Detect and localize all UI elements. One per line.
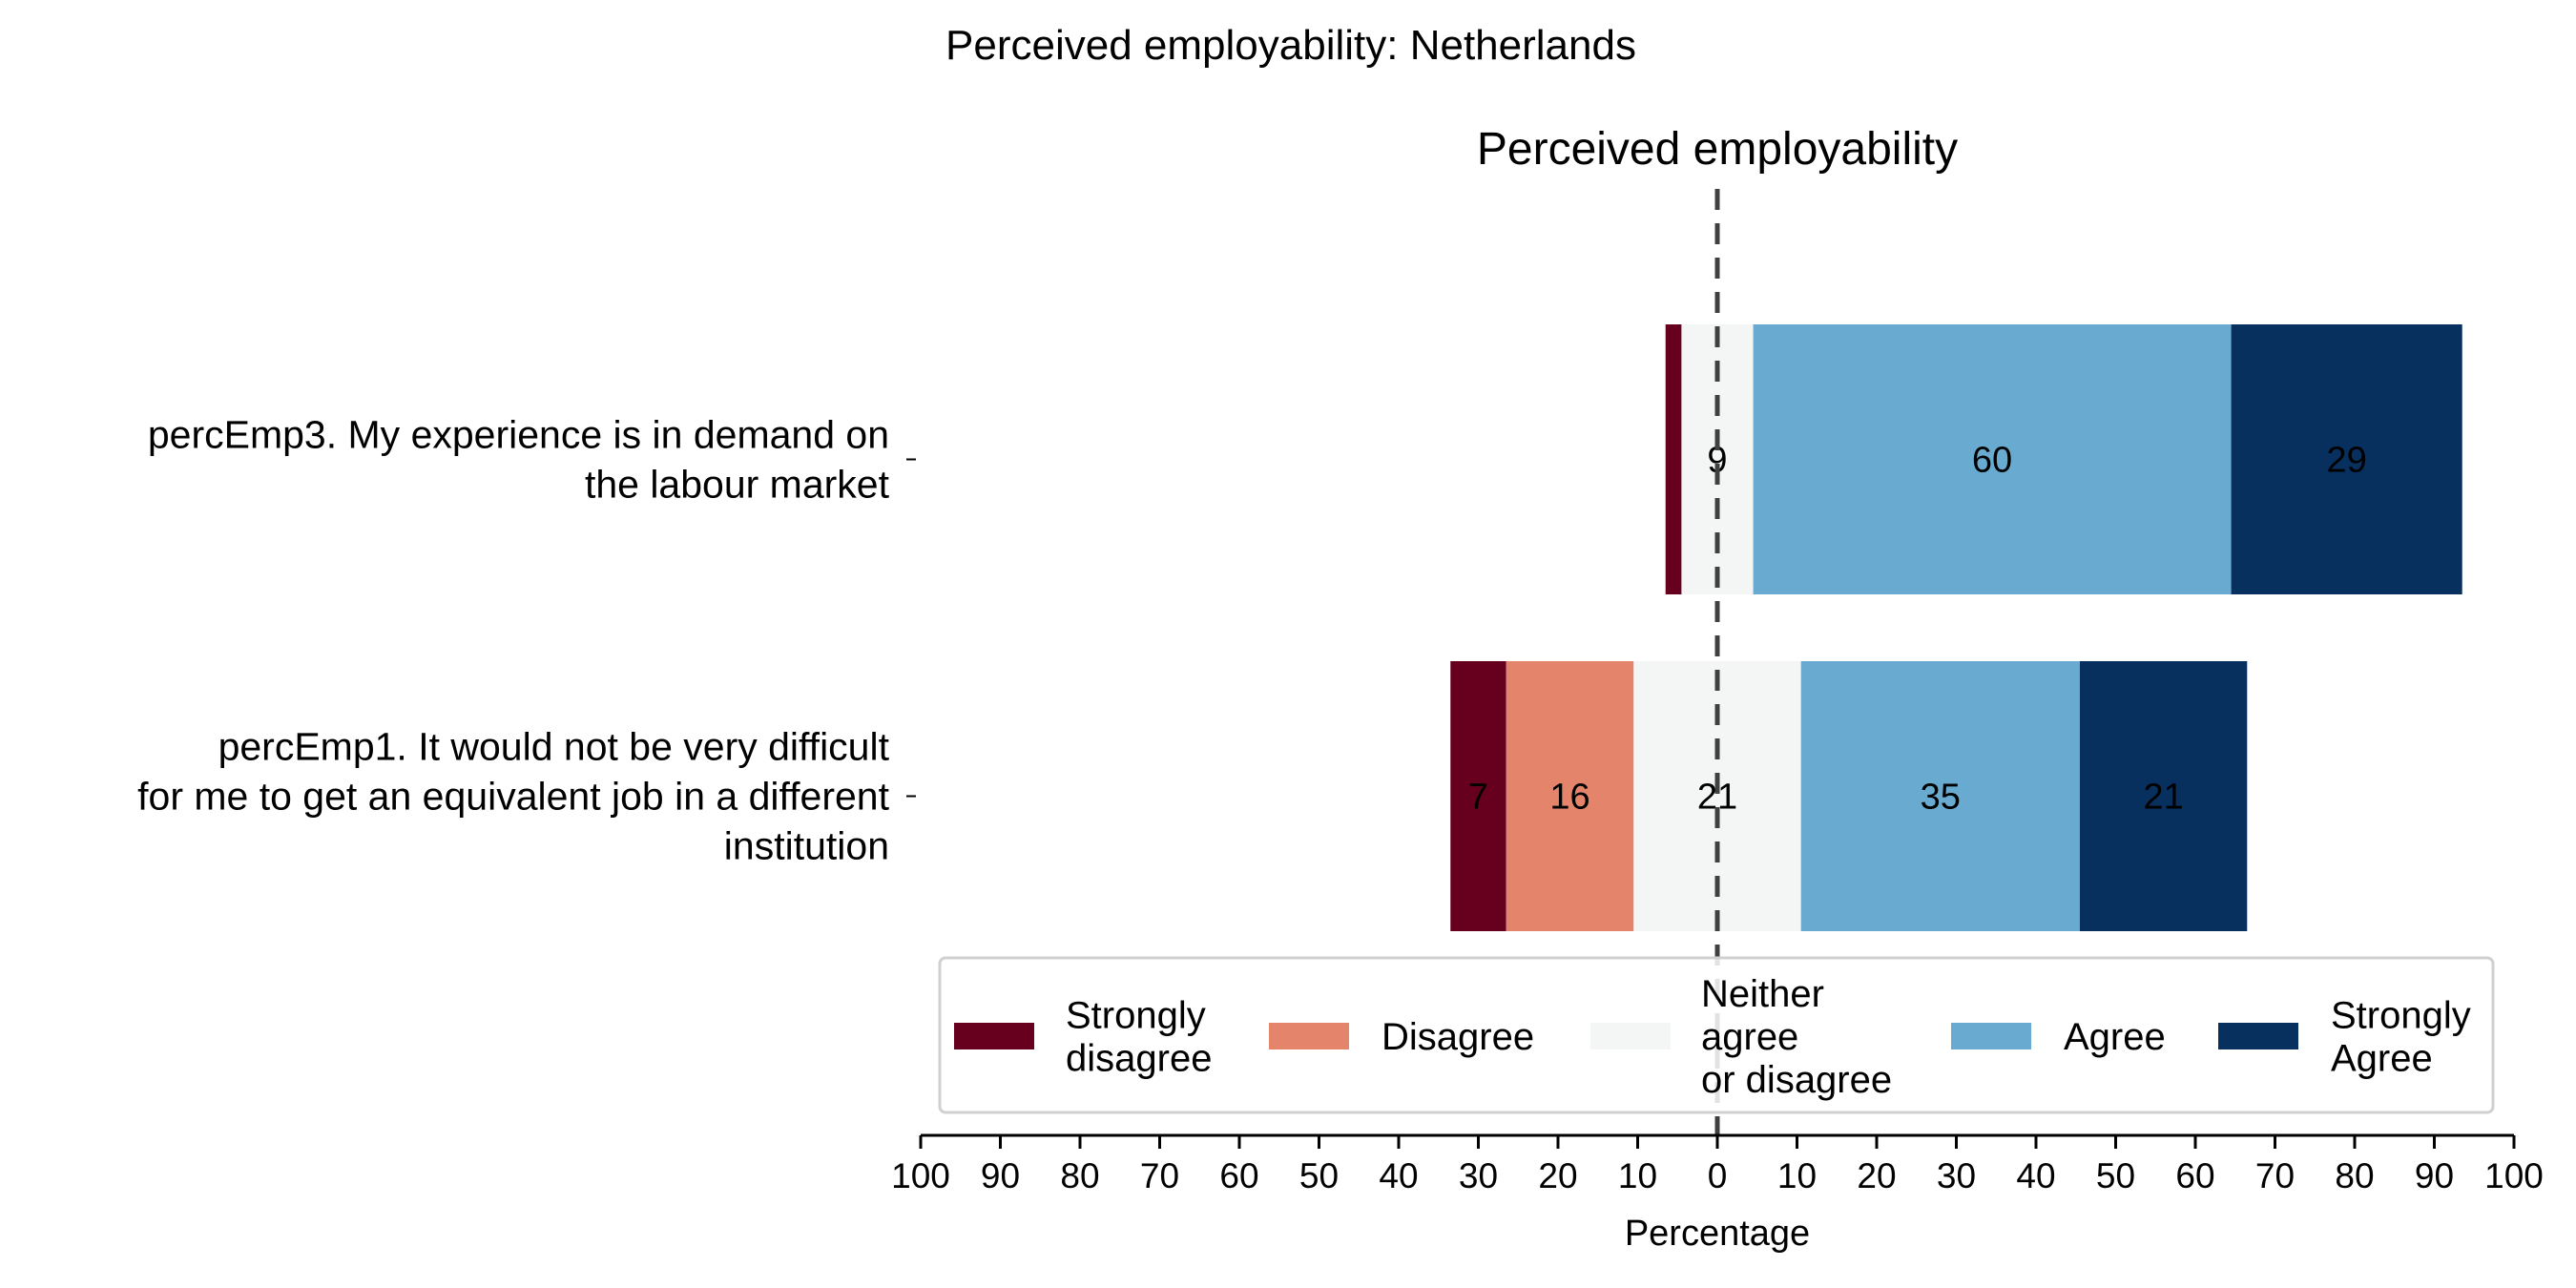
- bar-agree-1: [1753, 324, 2232, 594]
- x-tick-label: 50: [1299, 1156, 1339, 1195]
- bar-value-label: 7: [1468, 778, 1488, 818]
- legend-label: Neither: [1701, 973, 1824, 1015]
- x-tick-label: 70: [1140, 1156, 1179, 1195]
- x-tick-label: 70: [2255, 1156, 2295, 1195]
- x-tick-label: 80: [2335, 1156, 2374, 1195]
- x-tick-label: 20: [1857, 1156, 1896, 1195]
- bar-strongly-agree-2: [2079, 661, 2248, 931]
- x-tick-label: 40: [2016, 1156, 2055, 1195]
- bar-strongly-disagree-1: [1665, 324, 1682, 594]
- legend-swatch-strongly-agree: [2218, 1023, 2298, 1049]
- x-tick-label: 20: [1538, 1156, 1577, 1195]
- category-label-line: percEmp1. It would not be very difficult: [218, 725, 890, 769]
- legend-label: Agree: [2064, 1016, 2166, 1058]
- category-label-line: for me to get an equivalent job in a dif…: [137, 775, 889, 819]
- x-axis: 100 90 80 70 60 50 40 30 20 10 0 10 20 30 40 50 60 70 80 90…: [891, 1133, 2544, 1195]
- x-tick-label: 60: [2175, 1156, 2214, 1195]
- bar-value-label: 35: [1921, 778, 1961, 818]
- x-tick-label: 10: [1777, 1156, 1817, 1195]
- x-tick-label: 90: [2415, 1156, 2454, 1195]
- bar-strongly-agree-1: [2231, 324, 2462, 594]
- bar-value-label: 9: [1707, 441, 1727, 481]
- x-tick-label: 90: [981, 1156, 1020, 1195]
- x-tick-label: 0: [1708, 1156, 1728, 1195]
- category-labels: percEmp3. My experience is in demand on t…: [137, 413, 916, 868]
- x-tick-label: 80: [1060, 1156, 1099, 1195]
- bars-group: 9 60 297 16 21 35 21: [1450, 324, 2462, 931]
- legend-swatch-neither-agree-or-disagree: [1590, 1023, 1671, 1049]
- bar-value-label: 60: [1972, 441, 2012, 481]
- x-tick-label: 100: [2484, 1156, 2544, 1195]
- bar-strongly-disagree-2: [1450, 661, 1506, 931]
- legend-swatch-agree: [1951, 1023, 2031, 1049]
- bar-value-label: 21: [2143, 778, 2183, 818]
- legend-label: or disagree: [1701, 1059, 1892, 1101]
- x-tick-label: 30: [1937, 1156, 1976, 1195]
- bar-disagree-2: [1506, 661, 1634, 931]
- legend-label: Agree: [2331, 1038, 2433, 1080]
- x-tick-label: 100: [891, 1156, 950, 1195]
- bar-value-label: 16: [1549, 778, 1589, 818]
- bar-agree-2: [1800, 661, 2080, 931]
- legend-frame: [938, 956, 2495, 1114]
- legend-label: agree: [1701, 1016, 1798, 1058]
- category-label-line: percEmp3. My experience is in demand on: [148, 413, 889, 457]
- category-label-line: the labour market: [585, 463, 890, 507]
- legend-swatch-disagree: [1269, 1023, 1349, 1049]
- x-tick-label: 60: [1219, 1156, 1258, 1195]
- category-label-line: institution: [724, 824, 889, 868]
- x-tick-label: 10: [1618, 1156, 1657, 1195]
- legend-label: Disagree: [1381, 1016, 1534, 1058]
- legend-label: Strongly: [2331, 995, 2471, 1037]
- bar-value-label: 29: [2327, 441, 2367, 481]
- x-tick-label: 30: [1459, 1156, 1498, 1195]
- x-tick-label: 50: [2096, 1156, 2135, 1195]
- chart-title: Perceived employability: Netherlands: [945, 22, 1636, 69]
- chart-subtitle: Perceived employability: [1477, 124, 1958, 175]
- legend-swatch-strongly-disagree: [954, 1023, 1034, 1049]
- legend-label: disagree: [1066, 1038, 1212, 1080]
- legend-label: Strongly: [1066, 995, 1206, 1037]
- x-axis-title: Percentage: [1625, 1214, 1810, 1254]
- x-tick-label: 40: [1379, 1156, 1418, 1195]
